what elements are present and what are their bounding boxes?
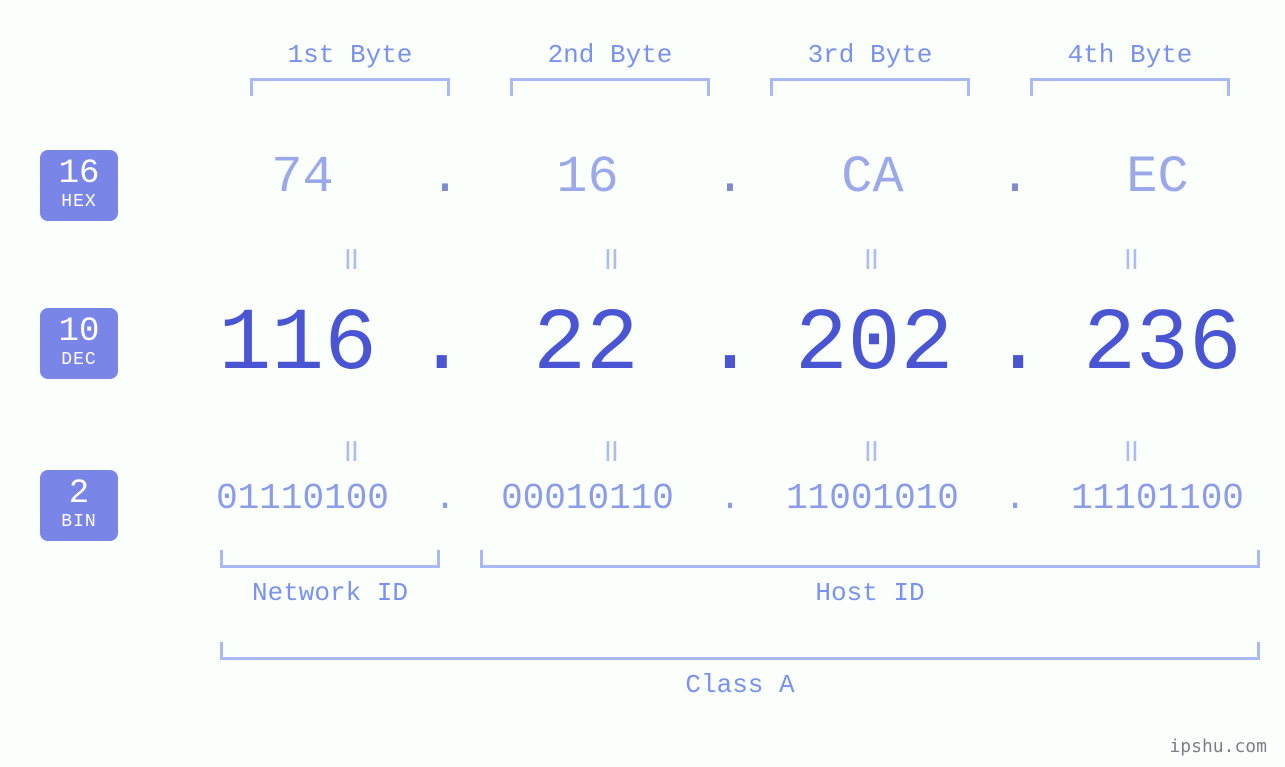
byte-header-2: 2nd Byte — [480, 40, 740, 96]
dec-byte-1: 116 — [180, 296, 415, 395]
base-badge-bin-num: 2 — [40, 476, 118, 513]
bracket-top-icon — [510, 78, 710, 96]
byte-label-1: 1st Byte — [220, 40, 480, 70]
bracket-top-icon — [770, 78, 970, 96]
bin-row: 01110100 . 00010110 . 11001010 . 1110110… — [180, 478, 1280, 519]
watermark-text: ipshu.com — [1169, 736, 1267, 757]
bin-byte-4: 11101100 — [1035, 478, 1280, 519]
dec-byte-3: 202 — [756, 296, 991, 395]
dot-icon: . — [425, 478, 465, 519]
base-badge-bin: 2 BIN — [40, 470, 118, 541]
byte-headers-row: 1st Byte 2nd Byte 3rd Byte 4th Byte — [220, 40, 1260, 96]
byte-label-2: 2nd Byte — [480, 40, 740, 70]
base-badge-dec-num: 10 — [40, 314, 118, 351]
dot-icon: . — [425, 148, 465, 207]
equals-row-1: ॥ ॥ ॥ ॥ — [220, 236, 1260, 279]
network-id-segment: Network ID — [220, 550, 440, 608]
dot-icon: . — [992, 296, 1045, 395]
class-label: Class A — [220, 670, 1260, 700]
host-id-segment: Host ID — [480, 550, 1260, 608]
bin-byte-1: 01110100 — [180, 478, 425, 519]
equals-icon: ॥ — [740, 428, 1000, 471]
bracket-bottom-icon — [220, 642, 1260, 660]
dot-icon: . — [710, 478, 750, 519]
base-badge-hex-label: HEX — [40, 193, 118, 213]
dot-icon: . — [995, 478, 1035, 519]
base-badge-hex-num: 16 — [40, 156, 118, 193]
bracket-top-icon — [250, 78, 450, 96]
bracket-top-icon — [1030, 78, 1230, 96]
byte-label-4: 4th Byte — [1000, 40, 1260, 70]
dot-icon: . — [995, 148, 1035, 207]
base-badge-hex: 16 HEX — [40, 150, 118, 221]
dec-row: 116 . 22 . 202 . 236 — [180, 296, 1280, 395]
bin-byte-2: 00010110 — [465, 478, 710, 519]
byte-label-3: 3rd Byte — [740, 40, 1000, 70]
hex-byte-4: EC — [1035, 148, 1280, 207]
equals-icon: ॥ — [740, 236, 1000, 279]
equals-icon: ॥ — [1000, 236, 1260, 279]
byte-header-1: 1st Byte — [220, 40, 480, 96]
dot-icon: . — [415, 296, 468, 395]
equals-icon: ॥ — [1000, 428, 1260, 471]
bracket-bottom-icon — [480, 550, 1260, 568]
hex-byte-1: 74 — [180, 148, 425, 207]
hex-row: 74 . 16 . CA . EC — [180, 148, 1280, 207]
network-id-label: Network ID — [220, 578, 440, 608]
dec-byte-4: 236 — [1045, 296, 1280, 395]
byte-header-3: 3rd Byte — [740, 40, 1000, 96]
equals-row-2: ॥ ॥ ॥ ॥ — [220, 428, 1260, 471]
class-segment: Class A — [220, 642, 1260, 700]
equals-icon: ॥ — [480, 236, 740, 279]
hex-byte-3: CA — [750, 148, 995, 207]
base-badge-bin-label: BIN — [40, 513, 118, 533]
equals-icon: ॥ — [220, 428, 480, 471]
net-host-row: Network ID Host ID — [220, 550, 1260, 608]
dot-icon: . — [704, 296, 757, 395]
equals-icon: ॥ — [220, 236, 480, 279]
dec-byte-2: 22 — [468, 296, 703, 395]
host-id-label: Host ID — [480, 578, 1260, 608]
base-badge-dec: 10 DEC — [40, 308, 118, 379]
byte-header-4: 4th Byte — [1000, 40, 1260, 96]
hex-byte-2: 16 — [465, 148, 710, 207]
bin-byte-3: 11001010 — [750, 478, 995, 519]
equals-icon: ॥ — [480, 428, 740, 471]
dot-icon: . — [710, 148, 750, 207]
base-badge-dec-label: DEC — [40, 351, 118, 371]
bracket-bottom-icon — [220, 550, 440, 568]
